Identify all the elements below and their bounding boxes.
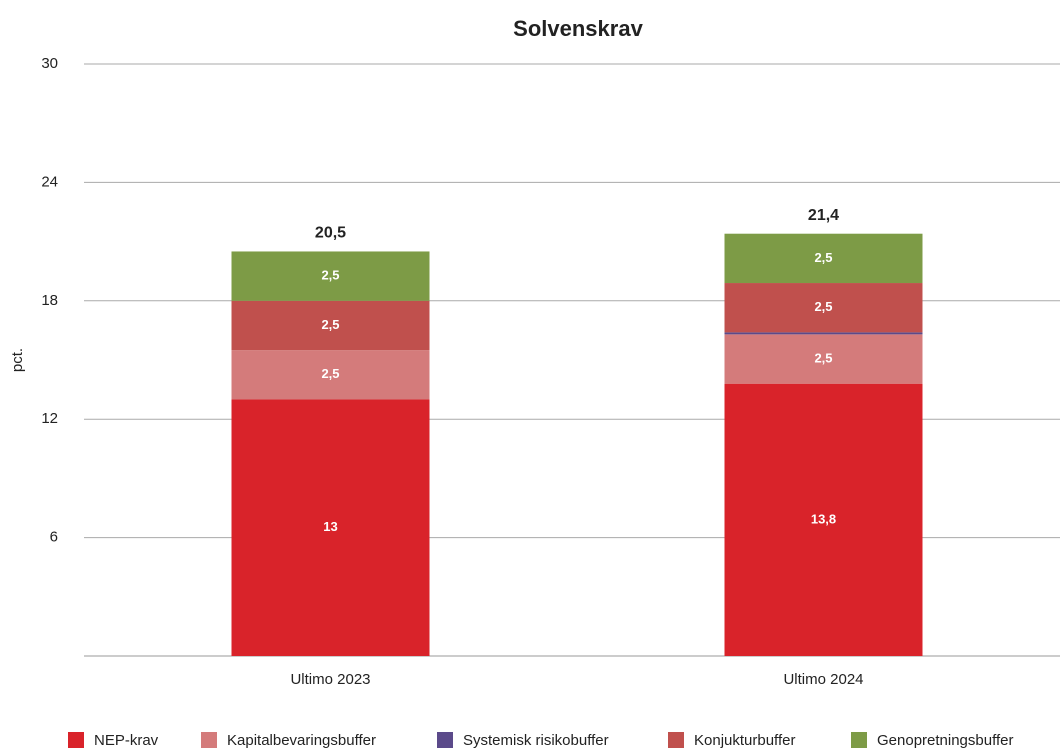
y-axis-label: pct.	[9, 348, 26, 372]
bar-segment	[231, 300, 430, 351]
value-label: 2,5	[321, 366, 339, 381]
value-label: 2,5	[814, 350, 832, 365]
value-label: 2,5	[321, 268, 339, 283]
x-tick-label: Ultimo 2024	[783, 671, 863, 688]
total-label: 20,5	[315, 225, 346, 242]
chart-title: Solvenskrav	[513, 16, 643, 41]
value-label: 2,5	[814, 299, 832, 314]
bar-segment	[724, 332, 923, 335]
bar-segment	[231, 350, 430, 400]
legend-label: Konjukturbuffer	[694, 732, 795, 749]
legend-swatch	[437, 732, 453, 748]
legend-swatch	[68, 732, 84, 748]
total-label: 21,4	[808, 207, 839, 224]
bar-segment	[724, 233, 923, 284]
legend-swatch	[201, 732, 217, 748]
y-tick-label: 24	[41, 173, 58, 190]
value-label: 2,5	[814, 250, 832, 265]
bar-segment	[724, 283, 923, 333]
legend-label: Genopretningsbuffer	[877, 732, 1014, 749]
value-label: 2,5	[321, 317, 339, 332]
value-label: 13	[323, 519, 337, 534]
y-tick-label: 12	[41, 410, 58, 427]
legend-label: Kapitalbevaringsbuffer	[227, 732, 376, 749]
bar-segment	[724, 383, 923, 656]
y-tick-label: 6	[50, 529, 58, 546]
bar-segment	[231, 251, 430, 301]
y-tick-label: 30	[41, 55, 58, 72]
bar-segment	[231, 399, 430, 656]
legend-label: Systemisk risikobuffer	[463, 732, 609, 749]
y-tick-label: 18	[41, 292, 58, 309]
legend-label: NEP-krav	[94, 732, 159, 749]
x-tick-label: Ultimo 2023	[290, 671, 370, 688]
bar-segment	[724, 334, 923, 384]
value-label: 13,8	[811, 511, 836, 526]
legend-swatch	[668, 732, 684, 748]
legend-swatch	[851, 732, 867, 748]
